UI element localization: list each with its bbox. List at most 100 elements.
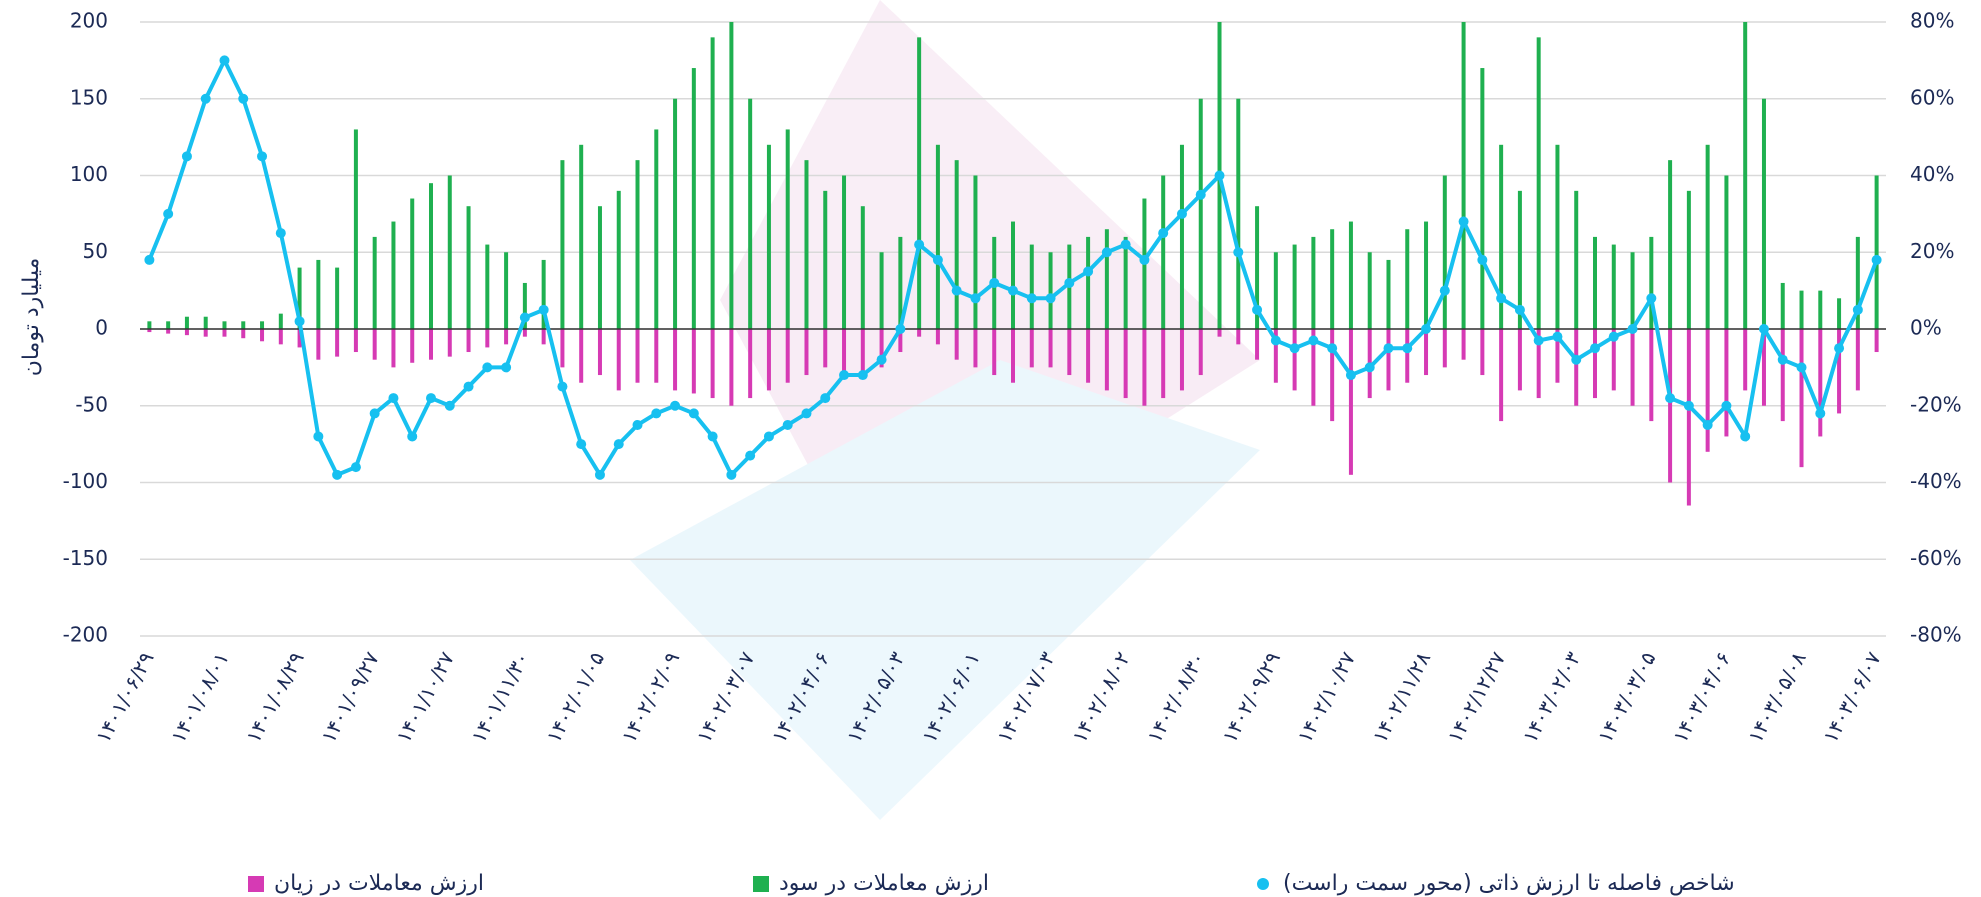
bar [1874, 175, 1879, 329]
bar [222, 329, 227, 337]
bar [1086, 329, 1091, 383]
bar [1179, 329, 1184, 391]
bar [1517, 329, 1522, 391]
point [426, 393, 436, 404]
bar [541, 259, 546, 329]
bar [1255, 329, 1260, 360]
y-tick-label: -100 [63, 469, 108, 493]
point [782, 419, 793, 430]
bar [635, 160, 640, 329]
point [745, 450, 756, 461]
bar [1761, 329, 1766, 406]
bar [729, 22, 734, 329]
bar [1517, 190, 1522, 329]
bar [241, 329, 246, 339]
bar [1611, 244, 1616, 329]
bar [1724, 175, 1729, 329]
point [1514, 304, 1525, 315]
bar [860, 206, 865, 329]
point [1308, 335, 1319, 346]
bar [1724, 329, 1729, 437]
bar [1367, 252, 1372, 329]
bar [766, 144, 771, 329]
bar [785, 329, 790, 383]
bar [597, 206, 602, 329]
legend-marker [753, 876, 769, 892]
legend-marker [1257, 878, 1269, 890]
bar [1386, 329, 1391, 391]
point [1552, 331, 1563, 342]
point [257, 151, 268, 162]
point [820, 393, 831, 404]
bar [541, 329, 546, 345]
bar [673, 98, 678, 329]
bar [1593, 236, 1597, 329]
point [1702, 419, 1713, 430]
point [1646, 293, 1657, 304]
point [1815, 408, 1826, 419]
bar [147, 321, 152, 329]
point [1683, 400, 1694, 411]
point [1758, 324, 1769, 334]
bar [1593, 329, 1597, 399]
point [857, 370, 868, 381]
point [1158, 228, 1169, 239]
point [1608, 331, 1619, 342]
point [876, 354, 887, 365]
point [1590, 343, 1600, 354]
point [1665, 393, 1676, 404]
point [763, 431, 774, 442]
point [1796, 362, 1807, 373]
bar [823, 329, 828, 368]
bar [654, 329, 659, 383]
point [1139, 254, 1150, 265]
point [1834, 343, 1845, 354]
bar [710, 37, 715, 329]
point [144, 254, 155, 265]
point [1533, 335, 1544, 346]
bar [166, 329, 171, 334]
x-tick-label: ۱۴۰۲/۰۹/۲۹ [1217, 648, 1285, 747]
watermark-shape [630, 360, 1260, 820]
point [895, 324, 906, 334]
y-tick-label: 50 [83, 239, 108, 263]
bar [1686, 329, 1691, 506]
x-tick-label: ۱۴۰۲/۱۱/۲۸ [1367, 647, 1435, 746]
bar [1649, 236, 1654, 329]
y2-tick-label: -20% [1910, 392, 1962, 416]
bar [1048, 329, 1053, 368]
bar [1874, 329, 1879, 353]
y-axis-title: میلیارد تومان [19, 258, 44, 377]
point [651, 408, 662, 419]
point [501, 362, 512, 373]
bar [504, 329, 509, 345]
bar [1123, 329, 1128, 399]
bar [1611, 329, 1616, 391]
bar [1649, 329, 1654, 422]
bar [466, 206, 471, 329]
bar [1555, 329, 1560, 383]
bar [1424, 221, 1429, 329]
point [181, 151, 192, 162]
point [1064, 277, 1075, 288]
point [275, 228, 286, 239]
bar [522, 329, 527, 337]
point [1270, 335, 1281, 346]
point [388, 393, 399, 404]
bar [1837, 329, 1842, 414]
y-tick-label: -50 [75, 392, 108, 416]
bar [616, 190, 621, 329]
point [1421, 324, 1432, 334]
point [1327, 343, 1338, 354]
bar [1104, 229, 1109, 329]
point [1777, 354, 1788, 365]
point [200, 93, 211, 104]
legend-label: ارزش معاملات در سود [779, 871, 989, 896]
bar [1461, 329, 1466, 360]
bar [372, 329, 377, 360]
bar [297, 329, 302, 348]
point [519, 312, 530, 323]
bar [1011, 329, 1015, 383]
point [1083, 266, 1094, 277]
